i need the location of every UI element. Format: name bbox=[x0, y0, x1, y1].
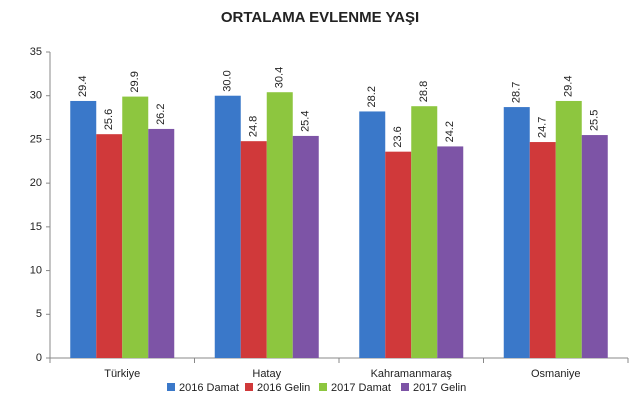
value-label: 24.7 bbox=[537, 117, 549, 138]
y-tick-label: 25 bbox=[30, 133, 42, 145]
bar bbox=[70, 100, 97, 359]
y-tick-label: 10 bbox=[30, 264, 42, 276]
legend-label: 2016 Gelin bbox=[257, 382, 310, 394]
value-label: 24.8 bbox=[248, 116, 260, 137]
bar bbox=[385, 151, 412, 358]
value-label: 26.2 bbox=[155, 104, 167, 125]
bar bbox=[122, 96, 149, 359]
y-tick-label: 0 bbox=[36, 352, 42, 364]
legend-label: 2016 Damat bbox=[179, 382, 239, 394]
value-label: 30.0 bbox=[222, 70, 234, 91]
value-label: 24.2 bbox=[444, 121, 456, 142]
value-label: 25.6 bbox=[103, 109, 115, 130]
bar bbox=[503, 107, 530, 358]
bar bbox=[359, 111, 386, 358]
bar bbox=[292, 135, 319, 358]
x-tick-label: Türkiye bbox=[104, 368, 140, 380]
bar bbox=[437, 146, 464, 358]
value-label: 28.2 bbox=[366, 86, 378, 107]
value-label: 28.7 bbox=[511, 82, 523, 103]
y-tick-label: 5 bbox=[36, 308, 42, 320]
bar bbox=[214, 95, 241, 358]
value-label: 30.4 bbox=[274, 67, 286, 88]
value-label: 25.4 bbox=[300, 111, 312, 132]
bar bbox=[581, 135, 608, 358]
bar bbox=[411, 106, 438, 358]
x-tick-label: Osmaniye bbox=[531, 368, 581, 380]
bar bbox=[266, 92, 293, 359]
y-tick-label: 20 bbox=[30, 177, 42, 189]
y-tick-label: 35 bbox=[30, 46, 42, 58]
value-label: 29.9 bbox=[129, 71, 141, 92]
bar bbox=[148, 128, 175, 358]
bar bbox=[529, 142, 556, 358]
chart-title: ORTALAMA EVLENME YAŞI bbox=[221, 9, 419, 26]
x-tick-label: Hatay bbox=[252, 368, 281, 380]
legend-swatch bbox=[167, 383, 175, 391]
bar bbox=[96, 134, 123, 358]
y-tick-label: 15 bbox=[30, 221, 42, 233]
value-label: 29.4 bbox=[563, 76, 575, 97]
bar bbox=[555, 100, 582, 359]
value-label: 25.5 bbox=[589, 110, 601, 131]
x-tick-label: Kahramanmaraş bbox=[371, 368, 453, 380]
legend-label: 2017 Damat bbox=[331, 382, 391, 394]
value-label: 23.6 bbox=[392, 126, 404, 147]
value-label: 28.8 bbox=[418, 81, 430, 102]
legend-swatch bbox=[401, 383, 409, 391]
legend-label: 2017 Gelin bbox=[413, 382, 466, 394]
legend-swatch bbox=[245, 383, 253, 391]
y-tick-label: 30 bbox=[30, 90, 42, 102]
value-label: 29.4 bbox=[77, 76, 89, 97]
bar bbox=[240, 141, 267, 358]
legend-swatch bbox=[319, 383, 327, 391]
